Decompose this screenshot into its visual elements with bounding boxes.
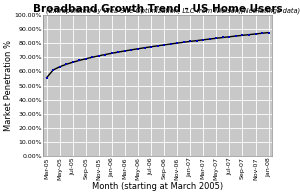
Title: Broadband Growth Trend - US Home Users: Broadband Growth Trend - US Home Users: [33, 4, 282, 14]
Text: (Extrapolated by Web Site Optimization, LLC from Nielsen//NetRatings data): (Extrapolated by Web Site Optimization, …: [46, 7, 300, 13]
X-axis label: Month (starting at March 2005): Month (starting at March 2005): [92, 182, 223, 191]
Y-axis label: Market Penetration %: Market Penetration %: [4, 40, 13, 131]
